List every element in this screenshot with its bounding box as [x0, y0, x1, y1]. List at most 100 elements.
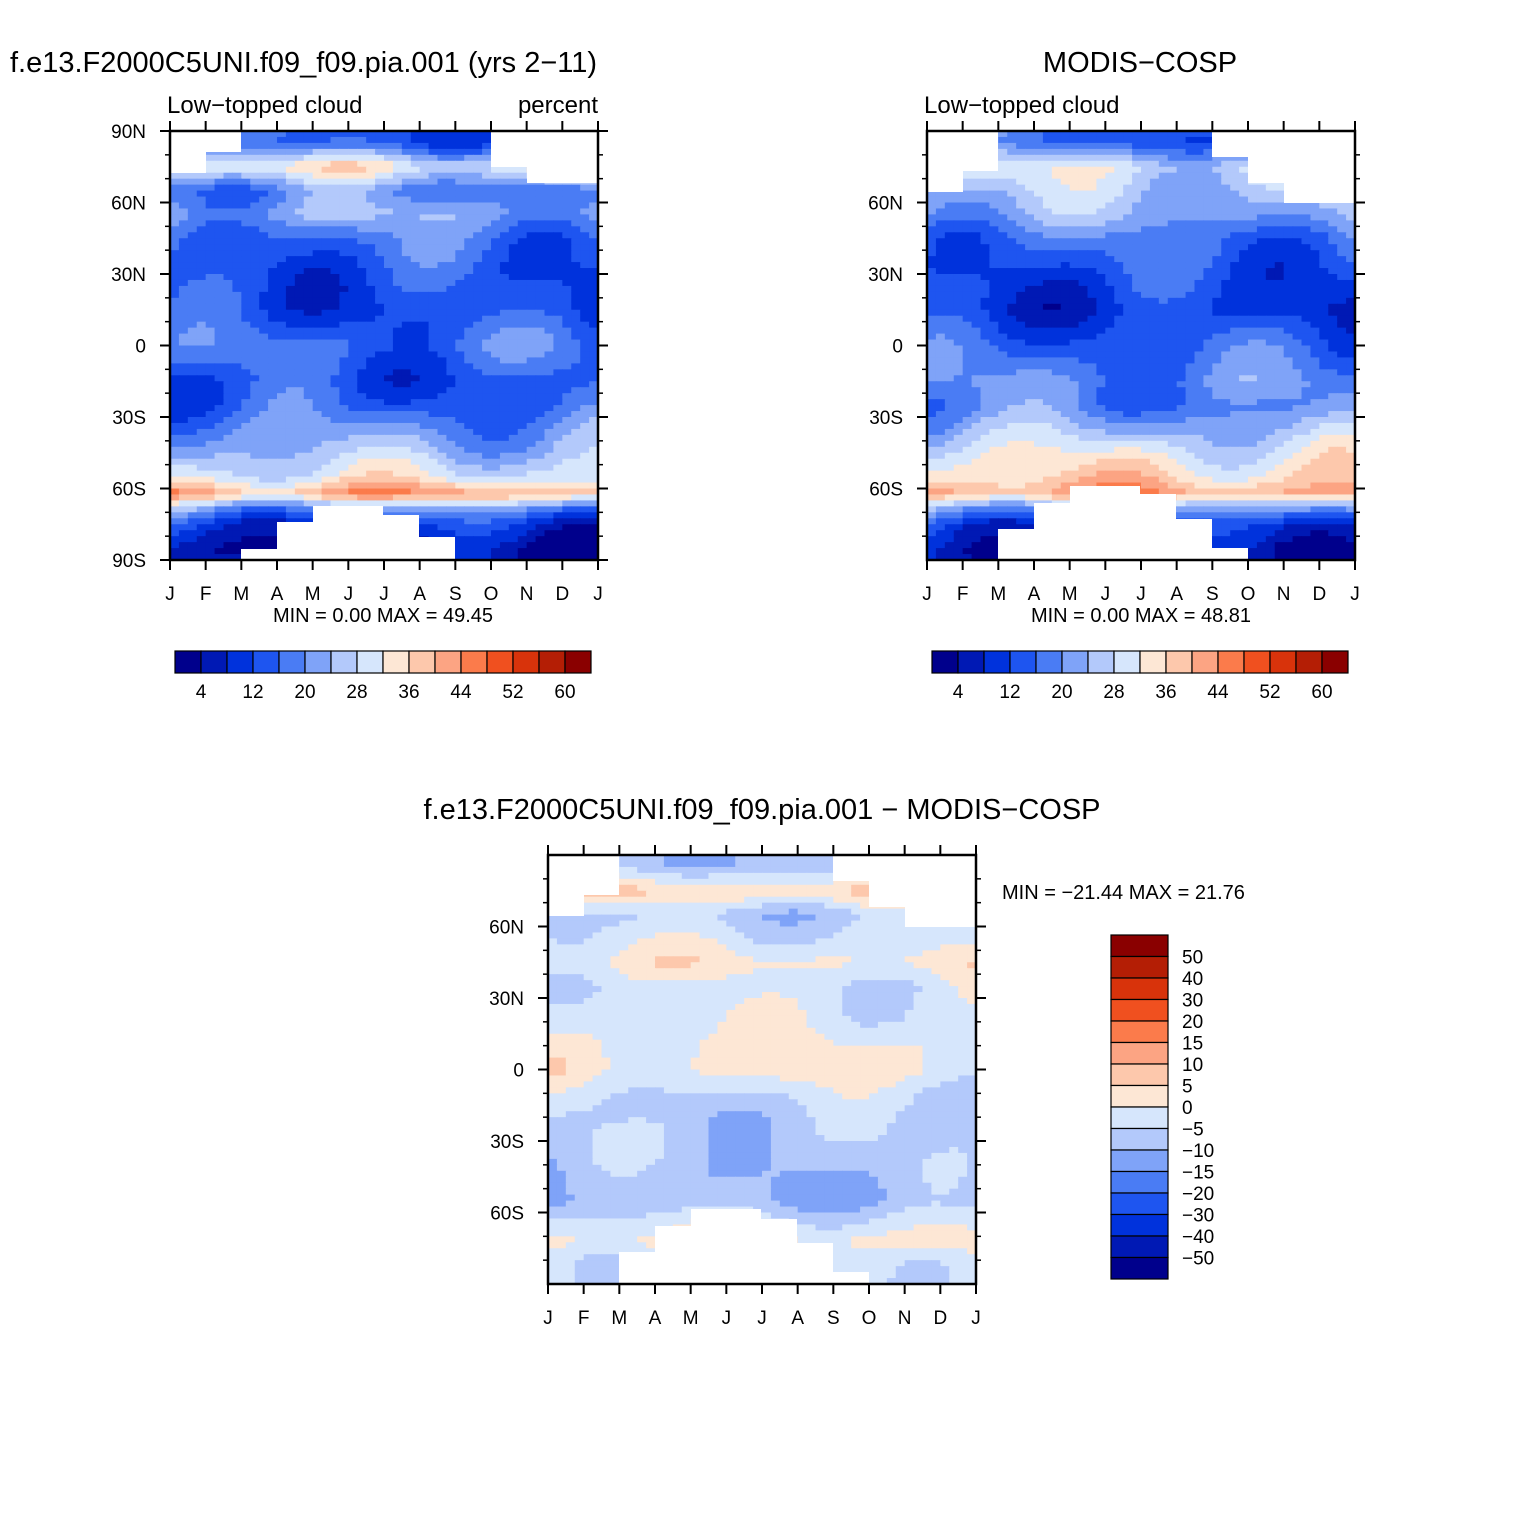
field-cell: [241, 422, 251, 430]
field-cell: [170, 274, 180, 281]
field-cell: [428, 422, 439, 430]
field-cell: [962, 244, 973, 251]
field-cell: [935, 279, 946, 287]
field-cell: [1060, 226, 1071, 233]
field-cell: [205, 554, 216, 561]
field-cell: [339, 166, 349, 174]
field-cell: [241, 262, 251, 269]
field-cell: [589, 345, 599, 353]
field-cell: [241, 274, 251, 281]
field-cell: [259, 184, 269, 192]
field-cell: [1203, 196, 1213, 204]
field-cell: [366, 440, 376, 448]
field-cell: [1167, 190, 1178, 198]
field-cell: [1025, 214, 1035, 221]
field-cell: [446, 494, 456, 502]
field-cell: [1167, 214, 1178, 221]
field-cell: [259, 542, 269, 549]
field-cell: [410, 220, 421, 227]
field-cell: [294, 154, 305, 162]
field-cell: [989, 226, 999, 233]
field-cell: [1096, 226, 1106, 233]
field-cell: [339, 381, 349, 388]
field-cell: [312, 452, 323, 460]
field-cell: [1123, 297, 1133, 305]
field-cell: [1256, 256, 1267, 263]
field-cell: [446, 393, 456, 400]
field-cell: [499, 363, 510, 370]
field-cell: [1239, 285, 1249, 293]
field-cell: [1141, 142, 1151, 150]
field-cell: [294, 279, 305, 287]
field-cell: [553, 208, 563, 216]
field-cell: [1185, 166, 1196, 174]
field-cell: [437, 494, 448, 502]
field-cell: [419, 458, 430, 466]
field-cell: [544, 542, 555, 549]
field-cell: [437, 220, 448, 227]
field-cell: [526, 417, 537, 424]
field-cell: [1256, 226, 1267, 233]
panel-model: f.e13.F2000C5UNI.f09_f09.pia.001 (yrs 2−…: [10, 47, 608, 703]
field-cell: [419, 279, 430, 287]
field-cell: [401, 357, 412, 364]
field-cell: [205, 387, 216, 394]
field-cell: [464, 172, 474, 180]
field-cell: [294, 446, 305, 454]
field-cell: [589, 357, 599, 364]
field-cell: [410, 142, 421, 150]
field-cell: [1060, 256, 1071, 263]
field-cell: [482, 148, 492, 156]
field-cell: [214, 196, 225, 204]
field-cell: [1239, 232, 1249, 239]
field-cell: [464, 279, 474, 287]
field-cell: [553, 476, 563, 484]
field-cell: [1265, 244, 1276, 251]
field-cell: [953, 226, 964, 233]
field-cell: [223, 476, 234, 484]
field-cell: [1096, 166, 1106, 174]
field-cell: [1256, 220, 1267, 227]
field-cell: [294, 434, 305, 442]
field-cell: [384, 256, 394, 263]
field-cell: [589, 208, 599, 216]
field-cell: [562, 375, 572, 382]
field-cell: [170, 333, 180, 341]
field-cell: [544, 464, 555, 472]
field-cell: [277, 470, 287, 478]
field-cell: [962, 172, 973, 180]
field-cell: [499, 494, 510, 502]
field-cell: [170, 262, 180, 269]
field-cell: [205, 232, 216, 239]
field-cell: [223, 345, 234, 353]
field-cell: [250, 166, 260, 174]
field-cell: [1096, 208, 1106, 216]
field-cell: [491, 464, 501, 472]
field-cell: [1141, 297, 1151, 305]
field-cell: [348, 268, 358, 275]
field-cell: [1141, 208, 1151, 216]
field-cell: [962, 256, 973, 263]
field-cell: [1292, 202, 1303, 210]
field-cell: [589, 321, 599, 329]
field-cell: [1256, 232, 1267, 239]
field-cell: [330, 321, 341, 329]
field-cell: [366, 244, 376, 251]
field-cell: [384, 345, 394, 353]
field-cell: [196, 333, 207, 341]
field-cell: [330, 422, 341, 430]
field-cell: [268, 518, 278, 525]
field-cell: [589, 524, 599, 531]
field-cell: [535, 518, 546, 525]
field-cell: [232, 190, 242, 198]
field-cell: [553, 458, 563, 466]
field-cell: [348, 131, 358, 138]
field-cell: [437, 309, 448, 317]
field-cell: [491, 470, 501, 478]
field-cell: [526, 226, 537, 233]
field-cell: [178, 518, 189, 525]
field-cell: [375, 136, 385, 144]
field-cell: [294, 387, 305, 394]
field-cell: [375, 440, 385, 448]
field-cell: [330, 470, 341, 478]
